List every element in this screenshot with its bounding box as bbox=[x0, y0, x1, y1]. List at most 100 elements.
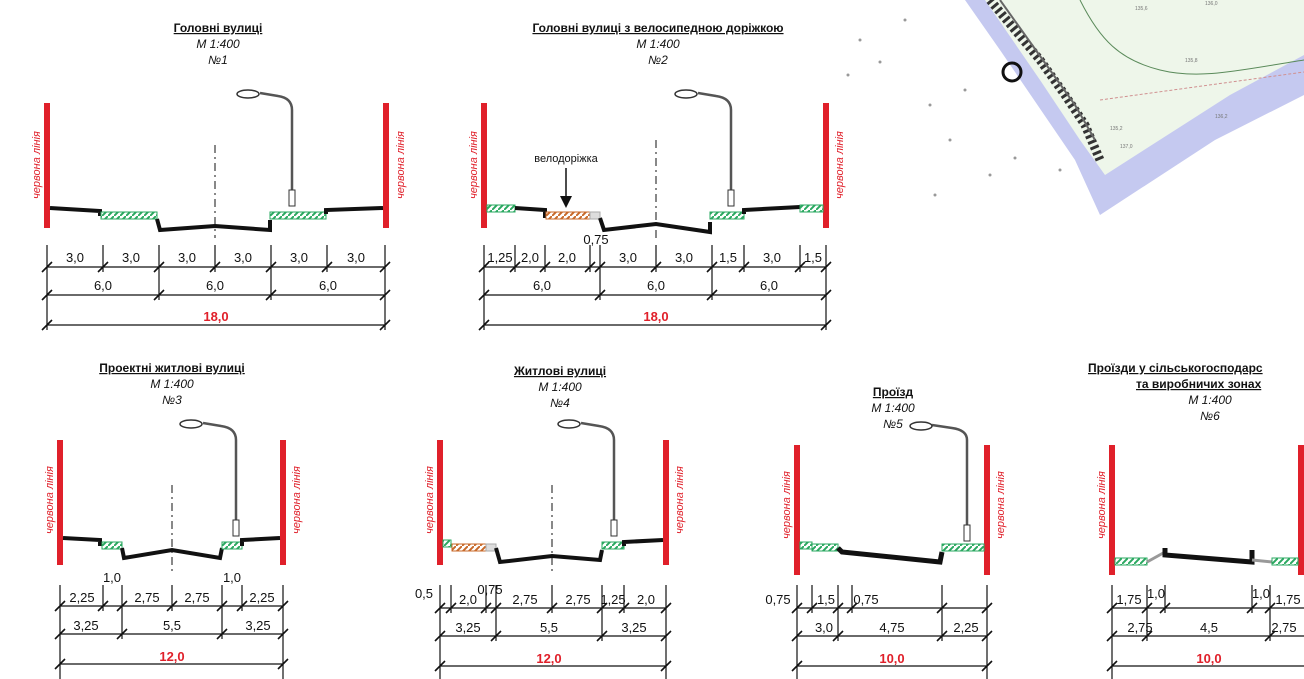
red-line-right bbox=[823, 103, 829, 228]
map-label: 137,0 bbox=[1120, 144, 1133, 150]
dim-label: 0,75 bbox=[853, 592, 878, 607]
section-title: та виробничих зонах bbox=[1136, 377, 1262, 391]
dim-label: 2,75 bbox=[134, 590, 159, 605]
dim-label: 1,25 bbox=[487, 250, 512, 265]
dim-label: 6,0 bbox=[760, 278, 778, 293]
dim-label: 2,0 bbox=[558, 250, 576, 265]
section-3: Проектні житлові вулиці М 1:400 №3 черво… bbox=[44, 361, 303, 679]
section-title: Проїзди у сільськогосподарс bbox=[1088, 361, 1263, 375]
red-line-label: червона лінія bbox=[424, 466, 436, 534]
dim-label: 2,75 bbox=[1127, 620, 1152, 635]
dim-label: 6,0 bbox=[533, 278, 551, 293]
red-line-label: червона лінія bbox=[291, 466, 303, 534]
dim-label: 0,75 bbox=[765, 592, 790, 607]
dim-label: 1,75 bbox=[1275, 592, 1300, 607]
dim-label: 2,75 bbox=[184, 590, 209, 605]
total-width: 18,0 bbox=[643, 309, 668, 324]
dim-label: 1,0 bbox=[103, 570, 121, 585]
section-number: №2 bbox=[648, 53, 668, 67]
dim-label: 6,0 bbox=[319, 278, 337, 293]
map-label: 136,0 bbox=[1205, 1, 1218, 7]
dim-label: 2,25 bbox=[249, 590, 274, 605]
dim-label: 2,0 bbox=[459, 592, 477, 607]
section-scale: М 1:400 bbox=[1188, 393, 1232, 407]
dim-label: 1,5 bbox=[804, 250, 822, 265]
dim-label: 0,75 bbox=[477, 582, 502, 597]
dim-label: 3,0 bbox=[815, 620, 833, 635]
section-scale: М 1:400 bbox=[871, 401, 915, 415]
red-line-right bbox=[984, 445, 990, 575]
red-line-label: червона лінія bbox=[674, 466, 686, 534]
map-label: 135,2 bbox=[1110, 126, 1123, 132]
dim-label: 1,25 bbox=[600, 592, 625, 607]
dim-label: 1,0 bbox=[1147, 586, 1165, 601]
dim-label: 3,0 bbox=[178, 250, 196, 265]
section-number: №5 bbox=[883, 417, 903, 431]
dim-label: 2,25 bbox=[953, 620, 978, 635]
section-4: Житлові вулиці М 1:400 №4 червона лінія … bbox=[415, 364, 686, 679]
dim-label: 0,75 bbox=[583, 232, 608, 247]
red-line-label: червона лінія bbox=[781, 471, 793, 539]
dim-label: 2,0 bbox=[637, 592, 655, 607]
dim-label: 3,25 bbox=[455, 620, 480, 635]
section-number: №3 bbox=[162, 393, 182, 407]
red-line-left bbox=[1109, 445, 1115, 575]
dim-label: 3,25 bbox=[621, 620, 646, 635]
red-line-label: червона лінія bbox=[44, 466, 56, 534]
dim-label: 3,0 bbox=[619, 250, 637, 265]
section-scale: М 1:400 bbox=[196, 37, 240, 51]
dim-label: 3,0 bbox=[763, 250, 781, 265]
section-title: Житлові вулиці bbox=[513, 364, 606, 378]
dim-label: 0,5 bbox=[415, 586, 433, 601]
bike-lane-annotation: велодоріжка bbox=[534, 153, 598, 165]
total-width: 10,0 bbox=[1196, 651, 1221, 666]
section-title: Проектні житлові вулиці bbox=[99, 361, 245, 375]
dim-label: 3,0 bbox=[675, 250, 693, 265]
dim-label: 1,75 bbox=[1116, 592, 1141, 607]
section-scale: М 1:400 bbox=[538, 380, 582, 394]
section-scale: М 1:400 bbox=[150, 377, 194, 391]
red-line-left bbox=[481, 103, 487, 228]
red-line-left bbox=[794, 445, 800, 575]
dim-label: 3,0 bbox=[234, 250, 252, 265]
red-line-label: червона лінія bbox=[395, 131, 407, 199]
map-label: 136,2 bbox=[1215, 114, 1228, 120]
dim-label: 4,75 bbox=[879, 620, 904, 635]
dim-label: 6,0 bbox=[206, 278, 224, 293]
dim-label: 1,0 bbox=[223, 570, 241, 585]
total-width: 12,0 bbox=[159, 649, 184, 664]
total-width: 10,0 bbox=[879, 651, 904, 666]
red-line-right bbox=[280, 440, 286, 565]
red-line-right bbox=[1298, 445, 1304, 575]
dim-label: 1,0 bbox=[1252, 586, 1270, 601]
section-number: №6 bbox=[1200, 409, 1220, 423]
section-6: Проїзди у сільськогосподарс та виробничи… bbox=[1088, 361, 1304, 679]
red-line-label: червона лінія bbox=[1096, 471, 1108, 539]
section-number: №4 bbox=[550, 396, 570, 410]
map-fragment: 135,6 136,0 135,8 136,2 135,2 137,0 bbox=[846, 0, 1304, 215]
dim-label: 3,0 bbox=[66, 250, 84, 265]
section-2: Головні вулиці з велосипедною доріжкою М… bbox=[468, 21, 846, 331]
map-marker-circle bbox=[1001, 61, 1023, 83]
red-line-left bbox=[44, 103, 50, 228]
dim-label: 6,0 bbox=[647, 278, 665, 293]
dim-label: 1,5 bbox=[719, 250, 737, 265]
total-width: 12,0 bbox=[536, 651, 561, 666]
red-line-label: червона лінія bbox=[468, 131, 480, 199]
dim-label: 3,25 bbox=[245, 618, 270, 633]
dim-label: 3,0 bbox=[290, 250, 308, 265]
section-5: Проїзд М 1:400 №5 червона лінія червона … bbox=[765, 385, 1007, 679]
map-label: 135,8 bbox=[1185, 58, 1198, 64]
arrow-down-icon bbox=[560, 196, 572, 208]
dim-label: 3,25 bbox=[73, 618, 98, 633]
section-scale: М 1:400 bbox=[636, 37, 680, 51]
dim-label: 2,0 bbox=[521, 250, 539, 265]
red-line-right bbox=[663, 440, 669, 565]
red-line-label: червона лінія bbox=[31, 131, 43, 199]
section-title: Головні вулиці з велосипедною доріжкою bbox=[532, 21, 783, 35]
dim-label: 2,75 bbox=[1271, 620, 1296, 635]
red-line-left bbox=[57, 440, 63, 565]
section-1: Головні вулиці М 1:400 №1 червона лінія … bbox=[31, 21, 407, 331]
section-title: Головні вулиці bbox=[174, 21, 263, 35]
